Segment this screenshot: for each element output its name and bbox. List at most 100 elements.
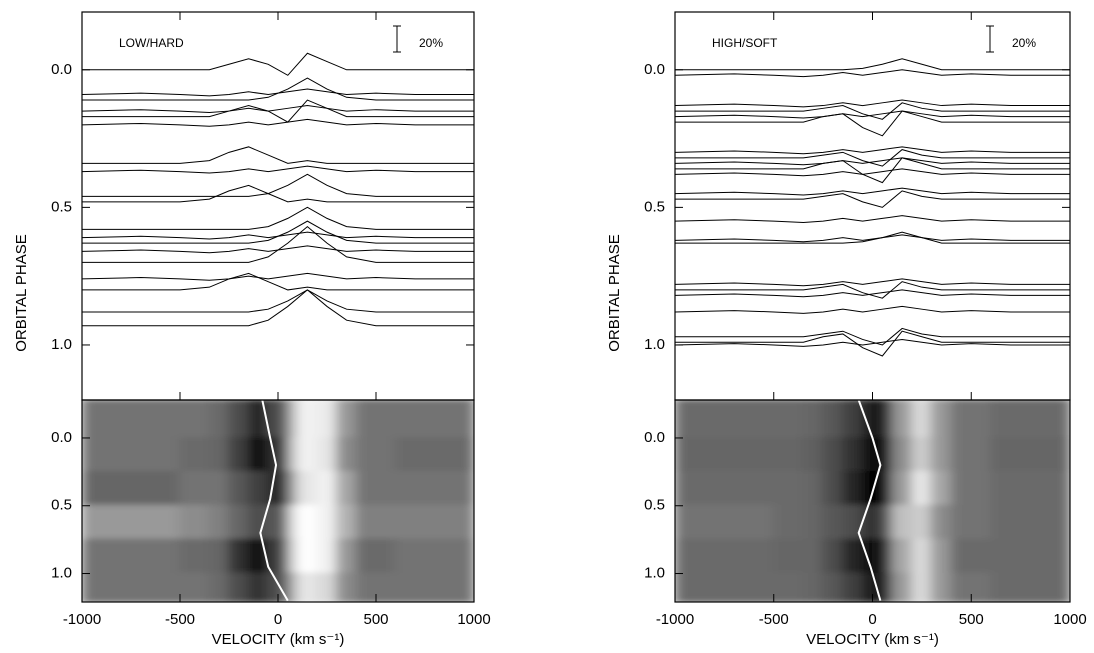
intensity-cell — [286, 436, 299, 473]
intensity-cell — [930, 400, 953, 439]
intensity-cell — [286, 538, 299, 575]
spectrum — [674, 146, 1070, 155]
intensity-cell — [179, 572, 211, 602]
intensity-cell — [394, 572, 474, 602]
x-axis-label: VELOCITY (km s⁻¹) — [212, 631, 345, 648]
intensity-cell — [930, 572, 953, 602]
y-tick-label: 1.0 — [644, 564, 665, 581]
intensity-cell — [950, 504, 992, 541]
x-tick-label: 0 — [274, 611, 282, 628]
intensity-cell — [394, 504, 474, 541]
intensity-cell — [911, 470, 933, 507]
intensity-cell — [82, 572, 181, 602]
x-tick-label: 1000 — [457, 611, 490, 628]
spectrum — [675, 157, 1070, 184]
intensity-cell — [772, 470, 805, 507]
intensity-cell — [335, 400, 358, 439]
x-tick-label: -1000 — [656, 611, 694, 628]
intensity-cell — [355, 538, 397, 575]
intensity-cell — [296, 400, 319, 439]
intensity-cell — [208, 436, 230, 473]
intensity-cell — [179, 538, 211, 575]
intensity-cell — [286, 400, 299, 439]
intensity-cell — [990, 400, 1070, 439]
intensity-cell — [911, 538, 933, 575]
intensity-cell — [296, 504, 319, 541]
spectrum — [675, 58, 1070, 71]
x-tick-label: 0 — [868, 611, 876, 628]
intensity-cell — [861, 436, 884, 473]
intensity-cell — [881, 470, 894, 507]
spectrogram-cells — [82, 400, 474, 602]
spectrum — [81, 245, 474, 254]
intensity-cell — [355, 436, 397, 473]
intensity-cell — [841, 400, 864, 439]
intensity-cell — [930, 538, 953, 575]
spectrogram-cells — [675, 400, 1070, 602]
spectrum — [82, 52, 474, 76]
intensity-cell — [891, 436, 913, 473]
intensity-cell — [675, 436, 775, 473]
x-tick-label: 1000 — [1053, 611, 1086, 628]
intensity-cell — [861, 400, 884, 439]
intensity-cell — [675, 470, 775, 507]
intensity-cell — [881, 538, 894, 575]
intensity-cell — [335, 470, 358, 507]
intensity-cell — [316, 538, 338, 575]
intensity-cell — [82, 504, 181, 541]
intensity-cell — [950, 470, 992, 507]
intensity-cell — [822, 538, 844, 575]
intensity-cell — [841, 436, 864, 473]
intensity-cell — [772, 572, 805, 602]
intensity-cell — [286, 572, 299, 602]
spectrum — [675, 327, 1070, 346]
intensity-cell — [208, 572, 230, 602]
spectrum — [675, 330, 1070, 357]
spectrum — [674, 215, 1070, 224]
intensity-cell — [891, 470, 913, 507]
y-tick-label: 1.0 — [644, 336, 665, 353]
intensity-cell — [267, 400, 289, 439]
intensity-cell — [675, 538, 775, 575]
intensity-cell — [881, 504, 894, 541]
spectrum — [674, 187, 1070, 196]
spectrum — [82, 184, 474, 203]
scale-label: 20% — [419, 36, 443, 50]
intensity-cell — [950, 538, 992, 575]
intensity-cell — [822, 572, 844, 602]
x-axis-label: VELOCITY (km s⁻¹) — [806, 631, 939, 648]
intensity-cell — [822, 436, 844, 473]
intensity-cell — [881, 400, 894, 439]
spectrum — [81, 105, 474, 113]
x-tick-label: 500 — [363, 611, 388, 628]
intensity-cell — [267, 538, 289, 575]
intensity-cell — [316, 504, 338, 541]
intensity-cell — [772, 504, 805, 541]
intensity-cell — [316, 400, 338, 439]
panel-title: HIGH/SOFT — [712, 36, 778, 50]
spectrum — [674, 234, 1070, 243]
intensity-cell — [950, 400, 992, 439]
intensity-cell — [208, 504, 230, 541]
intensity-cell — [990, 436, 1070, 473]
intensity-cell — [247, 436, 270, 473]
intensity-cell — [911, 436, 933, 473]
y-axis-label: ORBITAL PHASE — [13, 234, 30, 352]
y-tick-label: 0.0 — [644, 429, 665, 446]
intensity-cell — [296, 470, 319, 507]
spectrum — [82, 225, 474, 263]
intensity-cell — [950, 436, 992, 473]
spectrum — [675, 190, 1070, 208]
intensity-cell — [316, 470, 338, 507]
panel-title: LOW/HARD — [119, 36, 184, 50]
intensity-cell — [861, 504, 884, 541]
intensity-cell — [335, 504, 358, 541]
intensity-cell — [355, 504, 397, 541]
intensity-cell — [247, 504, 270, 541]
y-tick-label: 0.5 — [644, 198, 665, 215]
y-tick-label: 0.5 — [51, 497, 72, 514]
intensity-cell — [394, 400, 474, 439]
spectrum — [81, 88, 474, 97]
intensity-cell — [675, 572, 775, 602]
spectrum — [674, 69, 1070, 78]
